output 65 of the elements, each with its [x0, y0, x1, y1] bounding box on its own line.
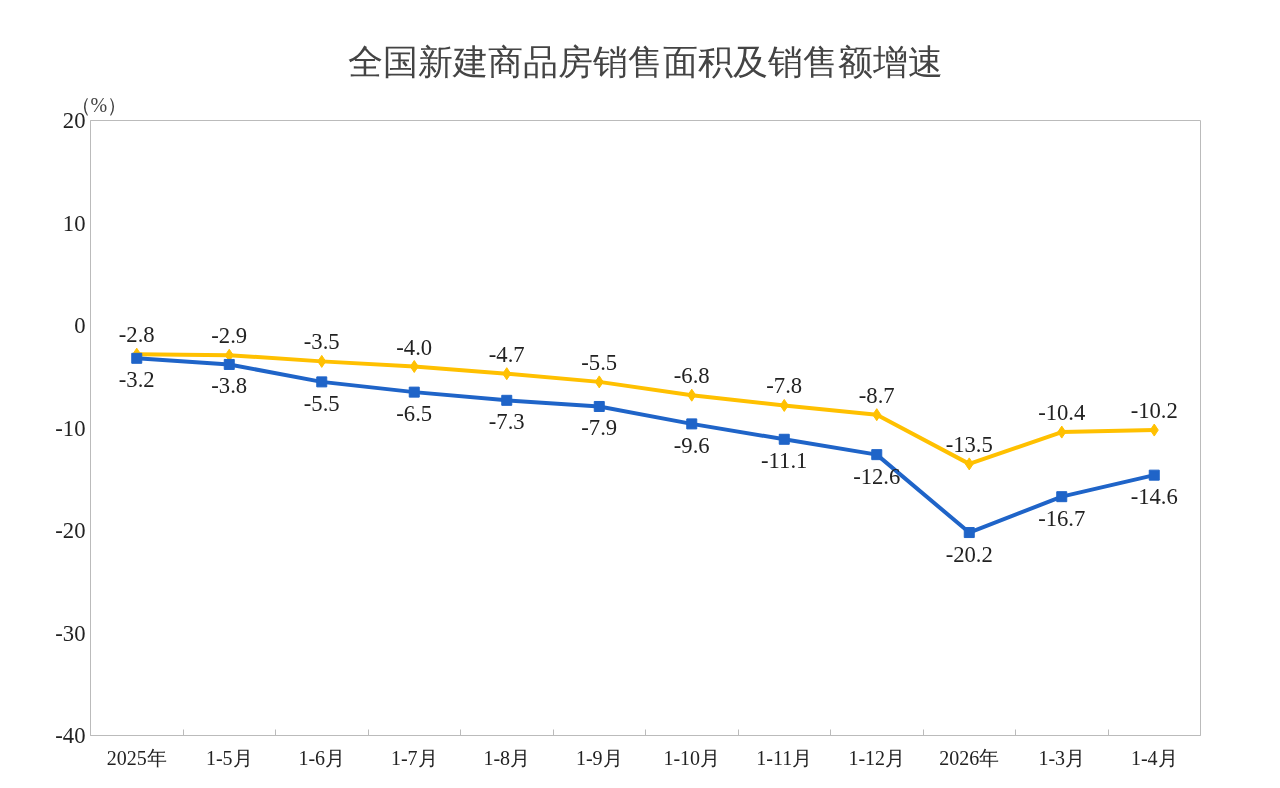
data-label: -9.6 — [673, 432, 710, 458]
data-label: -5.5 — [303, 390, 340, 416]
data-label: -6.8 — [673, 363, 710, 389]
point — [408, 386, 420, 398]
data-label: -3.5 — [303, 329, 340, 355]
point — [1149, 423, 1159, 437]
y-tick-label: -40 — [55, 723, 86, 748]
chart-title: 全国新建商品房销售面积及销售额增速 — [348, 41, 943, 82]
y-tick-label: -10 — [55, 415, 86, 441]
point — [223, 358, 235, 370]
data-label: -20.2 — [945, 541, 993, 567]
data-label: -8.7 — [858, 382, 895, 408]
data-label: -4.7 — [488, 341, 525, 367]
x-tick-label: 1-5月 — [205, 746, 253, 769]
data-label: -13.5 — [945, 431, 993, 457]
data-label: -14.6 — [1130, 484, 1178, 510]
point — [1148, 469, 1160, 481]
data-label: -2.9 — [211, 323, 248, 349]
point — [686, 418, 698, 430]
data-label: -10.2 — [1130, 398, 1178, 424]
point — [131, 352, 143, 364]
data-label: -7.3 — [488, 409, 525, 435]
point — [871, 449, 883, 461]
point — [779, 398, 789, 412]
data-label: -7.9 — [581, 415, 618, 441]
point — [687, 388, 697, 402]
data-label: -10.4 — [1038, 400, 1086, 426]
x-tick-label: 1-9月 — [575, 746, 623, 769]
point — [501, 394, 513, 406]
x-tick-label: 1-6月 — [298, 746, 346, 769]
x-tick-label: 2025年 — [106, 746, 167, 769]
point — [872, 408, 882, 422]
data-label: -12.6 — [853, 463, 901, 489]
point — [316, 376, 328, 388]
y-tick-label: 10 — [62, 210, 86, 236]
point — [1057, 425, 1067, 439]
point — [778, 433, 790, 445]
point — [317, 354, 327, 368]
data-label: -11.1 — [761, 448, 808, 474]
data-label: -3.8 — [211, 373, 248, 399]
x-tick-label: 1-3月 — [1038, 746, 1086, 769]
point — [1056, 491, 1068, 503]
data-label: -4.0 — [396, 334, 433, 360]
point — [224, 348, 234, 362]
data-label: -5.5 — [581, 349, 618, 375]
data-label: -3.2 — [118, 367, 155, 393]
x-tick-label: 1-10月 — [663, 746, 721, 769]
point — [502, 367, 512, 381]
x-tick-label: 2026年 — [939, 746, 1000, 769]
point — [594, 375, 604, 389]
x-tick-label: 1-4月 — [1130, 746, 1178, 769]
data-label: -16.7 — [1038, 505, 1086, 531]
point — [963, 527, 975, 539]
data-label: -7.8 — [766, 373, 803, 399]
x-tick-label: 1-8月 — [483, 746, 531, 769]
y-tick-label: -20 — [55, 518, 86, 543]
x-tick-label: 1-7月 — [390, 746, 438, 769]
data-label: -2.8 — [118, 322, 155, 348]
point — [593, 400, 605, 412]
x-tick-label: 1-12月 — [848, 746, 906, 769]
y-tick-label: 0 — [74, 313, 86, 338]
data-label: -6.5 — [396, 401, 433, 427]
x-tick-label: 1-11月 — [756, 746, 813, 769]
y-tick-label: -30 — [55, 620, 86, 646]
point — [964, 457, 974, 471]
